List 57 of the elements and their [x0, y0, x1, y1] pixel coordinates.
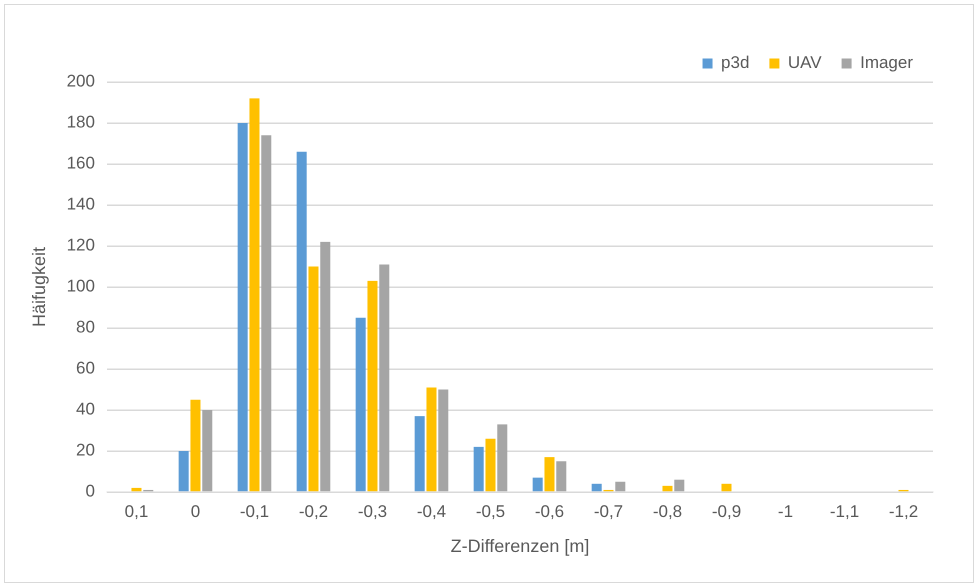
y-tick-label: 140: [66, 194, 95, 214]
bar: [296, 152, 307, 492]
x-tick-label: -0,2: [298, 502, 328, 521]
y-tick-label: 0: [85, 482, 95, 501]
x-tick-label: -0,8: [652, 502, 682, 521]
x-tick-label: -0,3: [358, 502, 388, 521]
x-tick-label: -1,1: [830, 502, 860, 521]
bar: [308, 266, 318, 492]
bar: [674, 480, 684, 492]
y-tick-label: 120: [66, 236, 95, 255]
y-tick-label: 200: [66, 72, 95, 91]
y-tick-label: 60: [76, 358, 95, 378]
bar: [320, 242, 330, 492]
x-tick-label: -0,4: [416, 502, 446, 521]
bar: [426, 387, 436, 492]
bar: [202, 410, 212, 492]
bar: [497, 424, 508, 492]
bar: [556, 461, 566, 492]
y-tick-label: 20: [76, 440, 95, 460]
bar: [592, 484, 602, 492]
x-tick-label: -0,5: [476, 502, 506, 521]
y-tick-label: 40: [76, 400, 95, 419]
y-tick-label: 80: [76, 318, 95, 337]
bar: [238, 123, 248, 492]
y-tick-label: 180: [66, 112, 95, 132]
bar: [261, 135, 272, 492]
bar: [356, 318, 366, 492]
y-tick-label: 160: [66, 154, 95, 173]
bar: [721, 484, 732, 492]
x-tick-label: 0: [190, 502, 200, 521]
x-tick-label: -0,1: [240, 502, 270, 521]
x-tick-label: -0,9: [712, 502, 742, 521]
bar: [662, 486, 673, 492]
x-tick-label: -1: [778, 502, 794, 521]
bar: [544, 457, 554, 492]
bar: [438, 390, 448, 492]
bar: [414, 416, 425, 492]
bar: [249, 98, 260, 492]
x-axis-title: Z-Differenzen [m]: [450, 536, 590, 556]
bar: [532, 478, 543, 492]
x-tick-label: 0,1: [124, 502, 148, 521]
y-tick-label: 100: [66, 276, 95, 296]
x-tick-label: -1,2: [888, 502, 918, 521]
bar: [474, 446, 484, 492]
bar: [485, 438, 496, 492]
legend-label: p3d: [721, 53, 750, 72]
bar: [615, 482, 626, 492]
x-tick-label: -0,7: [594, 502, 624, 521]
legend-label: UAV: [788, 53, 822, 72]
bar: [178, 451, 189, 492]
bar: [131, 488, 142, 492]
x-tick-label: -0,6: [534, 502, 564, 521]
bar: [190, 400, 200, 492]
legend-label: Imager: [860, 53, 914, 72]
bar: [379, 264, 390, 492]
bar: [367, 280, 378, 492]
y-axis-title: Häifugkeit: [28, 246, 49, 328]
